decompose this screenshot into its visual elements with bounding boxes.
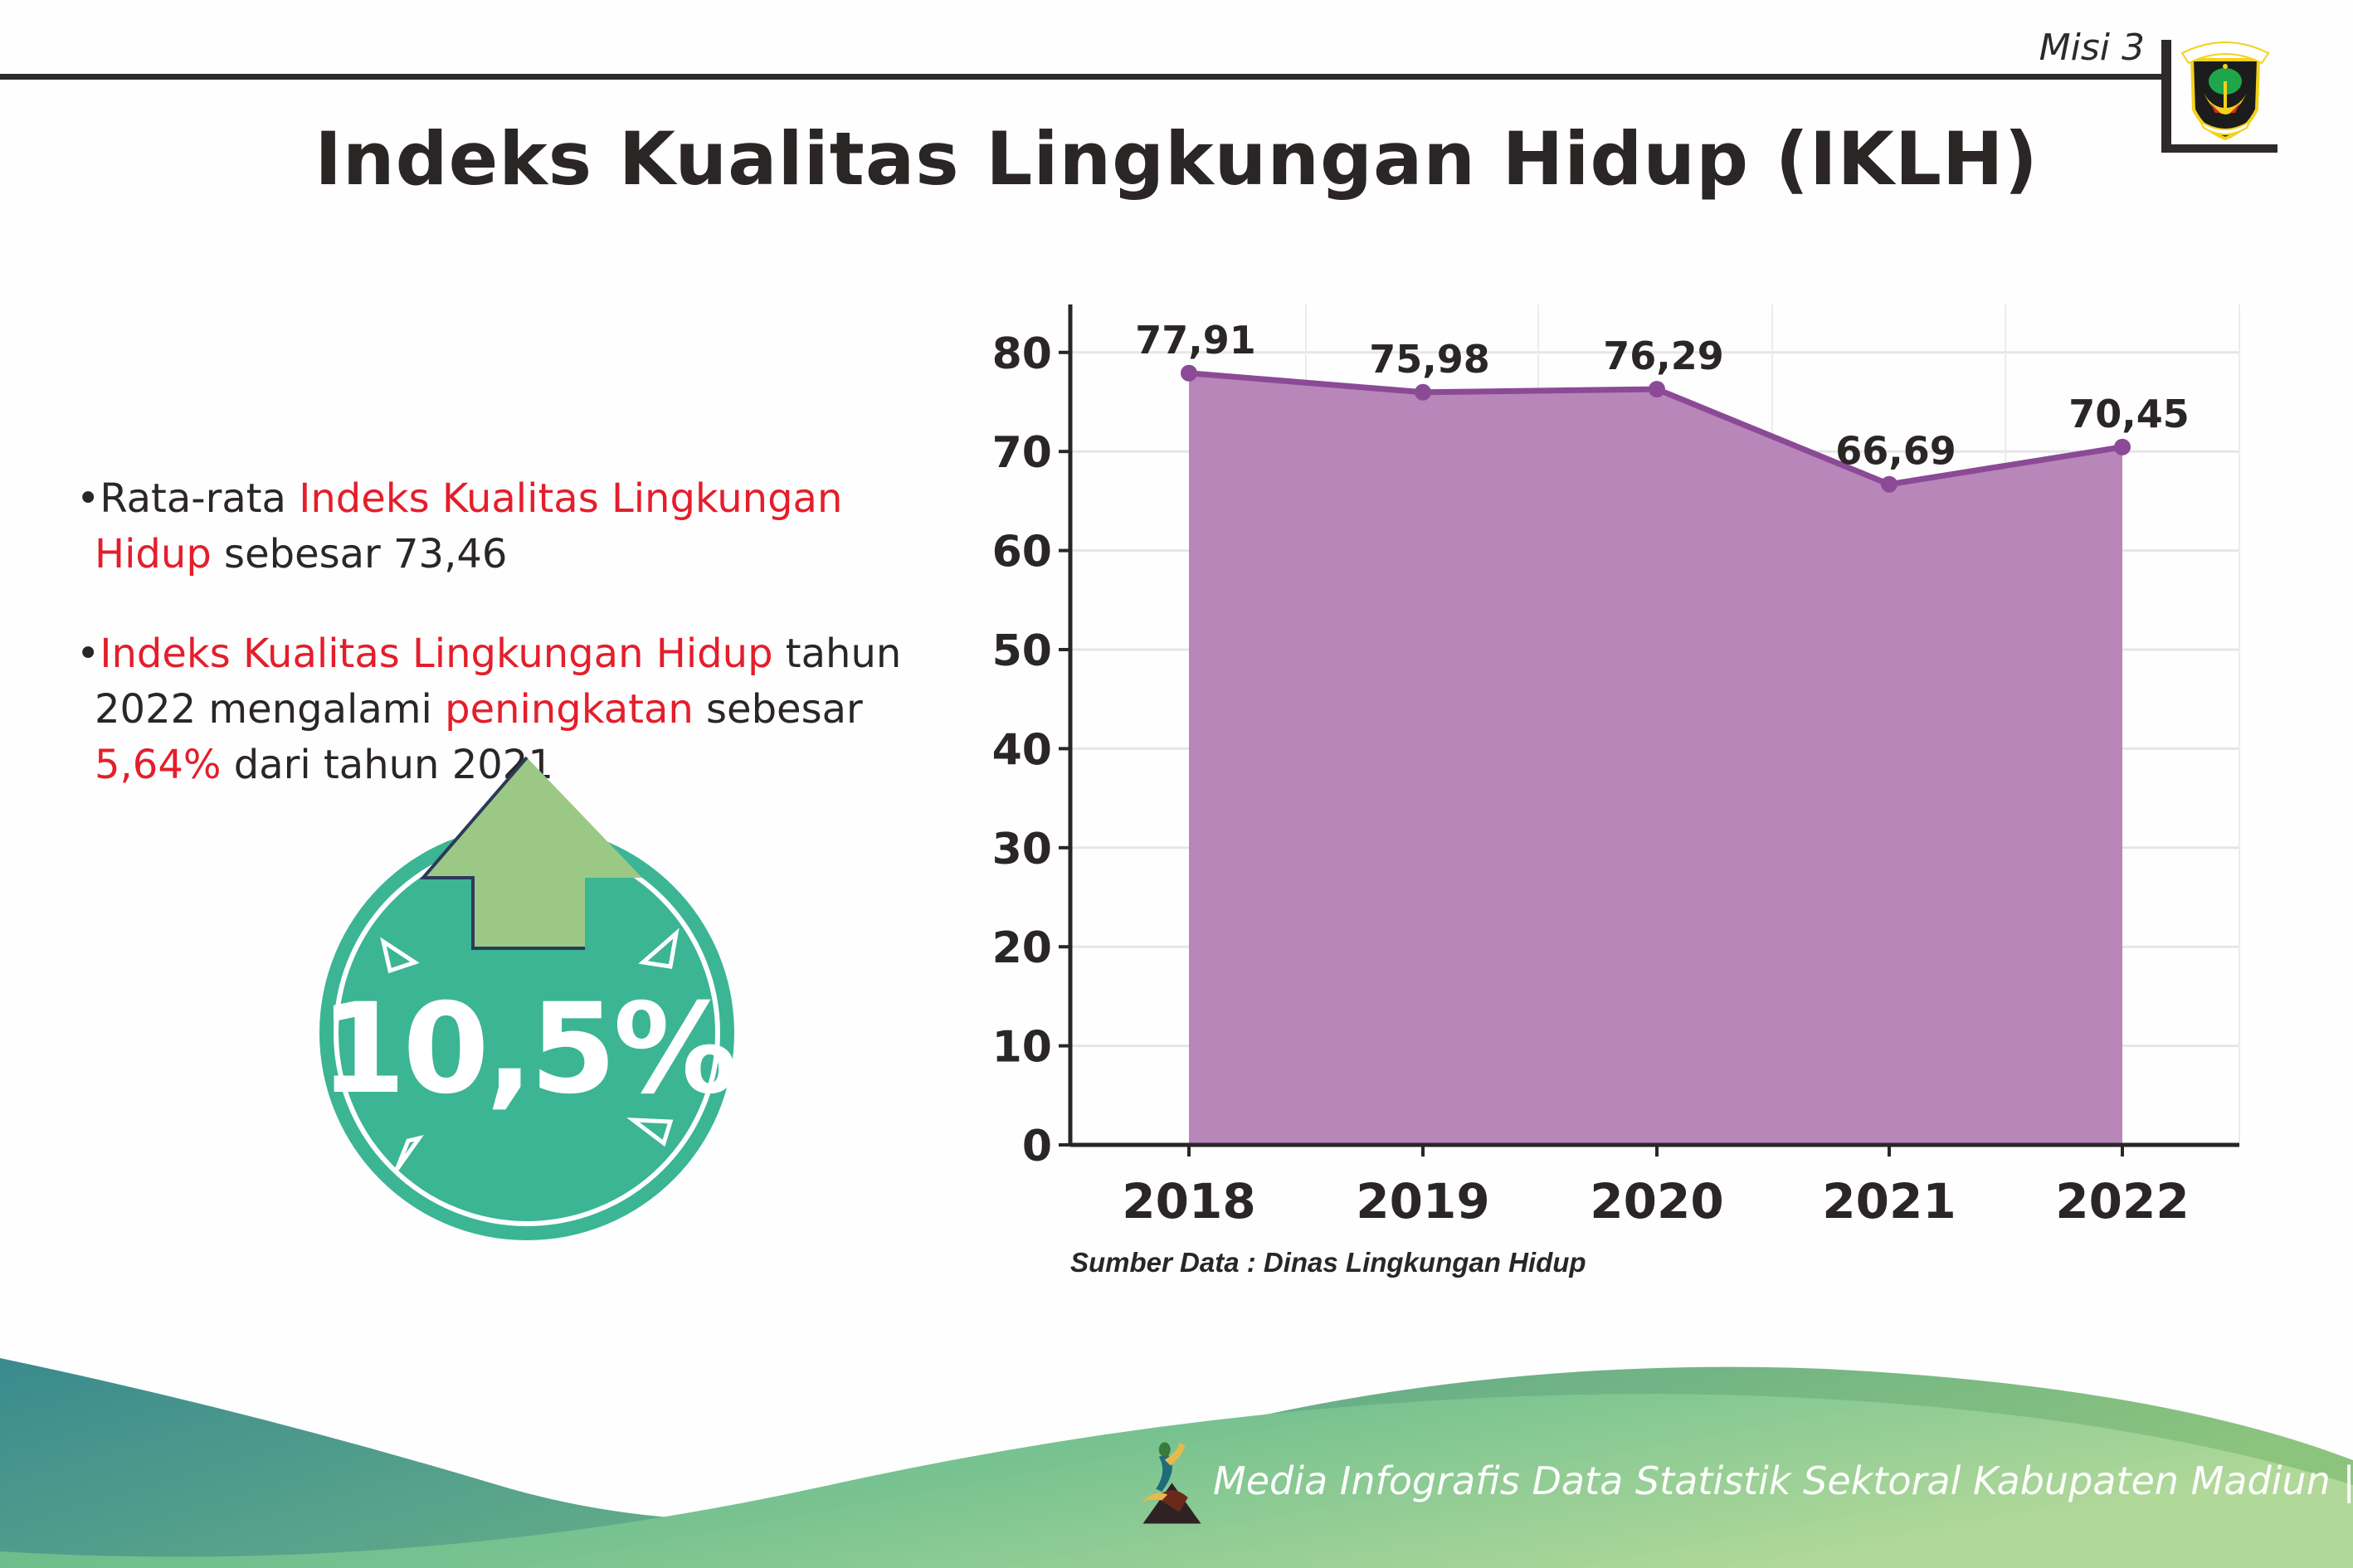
increase-value: 10,5% bbox=[319, 977, 738, 1122]
bullet-text: sebesar 73,46 bbox=[211, 531, 508, 577]
labels: 0 10 20 30 40 50 60 70 80 77,91 2018 75,98 2019 76,29… bbox=[992, 318, 2190, 1228]
page-title: Indeks Kualitas Lingkungan Hidup (IKLH) bbox=[314, 116, 2039, 202]
y-tick-label: 0 bbox=[1022, 1122, 1052, 1171]
y-tick-label: 80 bbox=[992, 329, 1052, 379]
data-point bbox=[1881, 475, 1898, 493]
summary-bullet-average: •Rata-rata Indeks Kualitas Lingkungan Hi… bbox=[76, 475, 843, 577]
data-label: 70,45 bbox=[2068, 392, 2190, 436]
highlight-text: peningkatan bbox=[445, 686, 694, 733]
summary-bullet-change: •Indeks Kualitas Lingkungan Hidup tahun … bbox=[76, 631, 902, 788]
data-label: 66,69 bbox=[1835, 429, 1956, 474]
y-tick-label: 40 bbox=[992, 725, 1052, 775]
x-tick-label: 2021 bbox=[1822, 1173, 1956, 1228]
x-tick-label: 2020 bbox=[1590, 1173, 1723, 1228]
iklh-area-chart: 0 10 20 30 40 50 60 70 80 77,91 2018 75,98 2019 76,29… bbox=[992, 304, 2240, 1228]
axes bbox=[1059, 304, 2239, 1157]
y-tick-label: 10 bbox=[992, 1023, 1052, 1073]
sparkle-icons bbox=[380, 928, 680, 1171]
data-point bbox=[2114, 438, 2131, 455]
bullet-text: tahun 2022 mengalami bbox=[95, 631, 902, 733]
x-tick-label: 2018 bbox=[1122, 1173, 1255, 1228]
area-fill bbox=[1189, 373, 2122, 1145]
header-rule bbox=[0, 74, 2164, 80]
y-tick-label: 50 bbox=[992, 626, 1052, 676]
bullet-text: sebesar bbox=[693, 686, 863, 733]
bullet-text: Rata-rata bbox=[100, 475, 300, 522]
y-tick-label: 70 bbox=[992, 428, 1052, 478]
data-point bbox=[1415, 383, 1431, 401]
footer-figure-logo bbox=[1141, 1442, 1201, 1524]
y-tick-label: 60 bbox=[992, 528, 1052, 577]
bracket-decoration bbox=[2161, 40, 2171, 152]
highlight-text: Indeks Kualitas Lingkungan Hidup bbox=[95, 475, 843, 577]
area-series bbox=[1181, 364, 2131, 1145]
x-tick-label: 2022 bbox=[2055, 1173, 2189, 1228]
data-label: 76,29 bbox=[1603, 334, 1724, 378]
data-source: Sumber Data : Dinas Lingkungan Hidup bbox=[1070, 1247, 1586, 1278]
data-label: 75,98 bbox=[1369, 337, 1490, 382]
kabupaten-madiun-crest-logo bbox=[2180, 41, 2270, 141]
bracket-decoration-bottom bbox=[2161, 144, 2277, 153]
data-point bbox=[1649, 381, 1665, 398]
y-tick-label: 20 bbox=[992, 923, 1052, 973]
footer-wave bbox=[0, 1358, 2353, 1568]
data-point bbox=[1181, 364, 1197, 382]
bullet-text: dari tahun 2021 bbox=[221, 742, 553, 788]
increase-badge bbox=[319, 756, 734, 1240]
badge-circle bbox=[319, 825, 734, 1240]
highlight-text: 5,64% bbox=[95, 742, 222, 788]
data-label: 77,91 bbox=[1135, 318, 1256, 363]
y-tick-label: 30 bbox=[992, 825, 1052, 874]
section-label: Misi 3 bbox=[2039, 27, 2145, 69]
x-tick-label: 2019 bbox=[1356, 1173, 1489, 1228]
footer-caption: Media Infografis Data Statistik Sektoral… bbox=[1213, 1458, 2353, 1503]
highlight-text: Indeks Kualitas Lingkungan Hidup bbox=[100, 631, 773, 677]
up-arrow-icon bbox=[419, 756, 642, 950]
